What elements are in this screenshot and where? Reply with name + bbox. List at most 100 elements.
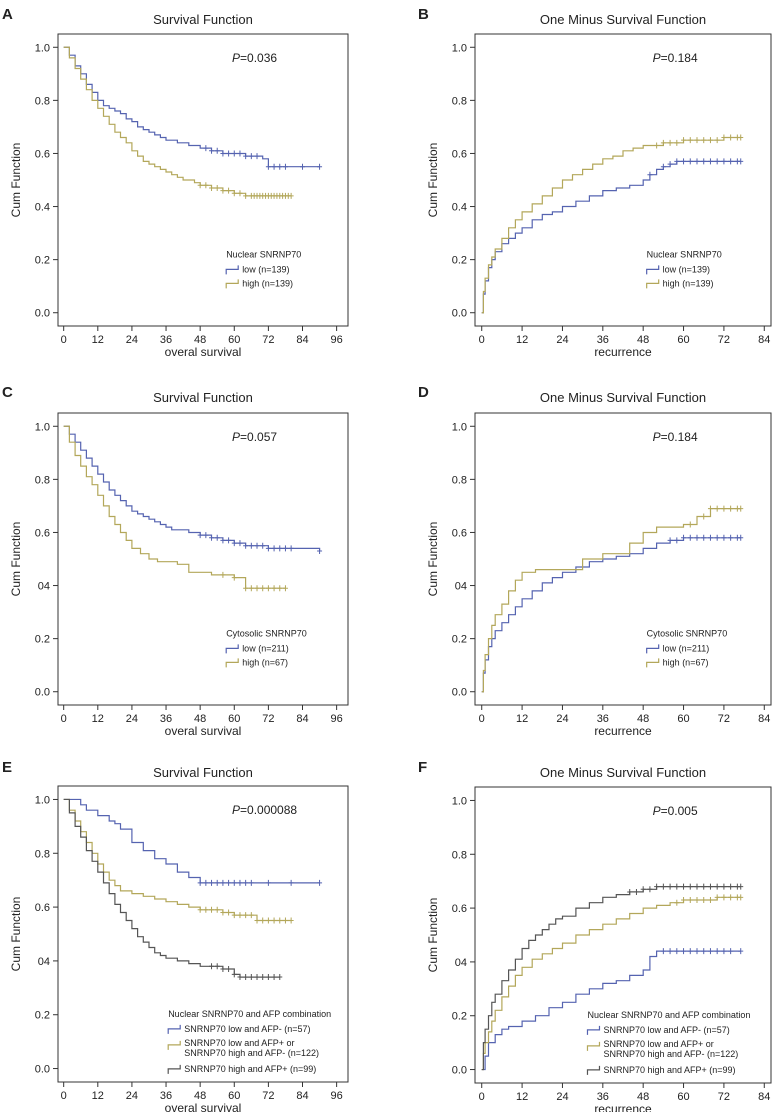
legend-symbol <box>225 658 239 668</box>
x-tick-label: 24 <box>126 713 138 725</box>
censor-mark <box>248 879 254 886</box>
p-value: P=0.184 <box>653 430 698 444</box>
y-tick-label: 1.0 <box>452 421 467 433</box>
y-axis-label: Cum Function <box>9 143 23 218</box>
censor-mark <box>231 190 237 197</box>
x-tick-label: 60 <box>228 713 240 725</box>
censor-mark <box>220 879 226 886</box>
censor-mark <box>220 909 226 916</box>
y-tick-label: 1.0 <box>35 42 50 54</box>
legend-label: high (n=139) <box>242 278 293 288</box>
x-tick-label: 96 <box>331 1090 343 1102</box>
x-axis-label: overal survival <box>165 345 242 359</box>
censor-mark <box>277 917 283 924</box>
p-value-number: =0.005 <box>661 804 698 818</box>
p-value-number: =0.036 <box>240 51 277 65</box>
x-tick-label: 72 <box>262 713 274 725</box>
y-tick-label: 04 <box>38 581 50 593</box>
x-tick-label: 0 <box>479 713 485 725</box>
censor-mark <box>738 948 744 955</box>
panel-letter: D <box>418 384 429 401</box>
censor-mark <box>674 158 680 165</box>
censor-mark <box>701 137 707 144</box>
censor-mark <box>674 537 680 544</box>
x-axis-label: overal survival <box>165 1101 242 1112</box>
x-tick-label: 24 <box>556 334 568 346</box>
x-tick-label: 36 <box>160 713 172 725</box>
y-tick-label: 0.2 <box>35 255 50 267</box>
censor-mark <box>209 534 215 541</box>
y-tick-label: 0.0 <box>35 308 50 320</box>
censor-mark <box>687 897 693 904</box>
censor-mark <box>254 974 260 981</box>
y-tick-label: 0.6 <box>452 903 467 915</box>
censor-mark <box>220 571 226 578</box>
x-tick-label: 48 <box>637 334 649 346</box>
x-tick-label: 60 <box>677 1091 689 1103</box>
x-tick-label: 48 <box>637 1091 649 1103</box>
x-tick-label: 72 <box>718 1091 730 1103</box>
censor-mark <box>738 534 744 541</box>
censor-mark <box>687 137 693 144</box>
censor-mark <box>714 158 720 165</box>
x-tick-label: 12 <box>92 713 104 725</box>
censor-mark <box>214 534 220 541</box>
censor-mark <box>231 879 237 886</box>
censor-mark <box>728 505 734 512</box>
censor-mark <box>243 974 249 981</box>
censor-mark <box>701 513 707 520</box>
plot-frame <box>57 33 349 327</box>
x-tick-label: 60 <box>228 1090 240 1102</box>
censor-mark <box>738 134 744 141</box>
y-tick-label: 0.6 <box>35 527 50 539</box>
panel-c: C Survival Function 0.0 0.2 04 0.6 0.8 1.0 0 12 24… <box>2 384 349 738</box>
censor-mark <box>214 184 220 191</box>
censor-mark <box>243 585 249 592</box>
censor-mark <box>248 912 254 919</box>
legend-title: Nuclear SNRNP70 <box>647 249 722 259</box>
censor-mark <box>707 158 713 165</box>
legend-title: Nuclear SNRNP70 <box>226 249 301 259</box>
censor-mark <box>226 879 232 886</box>
censor-mark <box>728 534 734 541</box>
censor-mark <box>654 142 660 149</box>
x-tick-label: 60 <box>677 334 689 346</box>
censor-mark <box>707 534 713 541</box>
censor-mark <box>701 883 707 890</box>
censor-mark <box>674 139 680 146</box>
legend-symbol <box>167 1040 181 1050</box>
y-tick-label: 0.8 <box>35 848 50 860</box>
legend-symbol <box>646 658 660 668</box>
x-tick-label: 12 <box>516 1091 528 1103</box>
censor-mark <box>260 974 266 981</box>
legend-symbol <box>167 1064 181 1074</box>
censor-mark <box>728 948 734 955</box>
chart-title: One Minus Survival Function <box>540 12 706 27</box>
censor-mark <box>738 505 744 512</box>
censor-mark <box>214 147 220 154</box>
y-tick-label: 1.0 <box>35 794 50 806</box>
legend-title: Cytosolic SNRNP70 <box>647 628 728 638</box>
censor-mark <box>728 883 734 890</box>
x-tick-label: 12 <box>92 334 104 346</box>
x-tick-label: 0 <box>479 1091 485 1103</box>
censor-mark <box>271 917 277 924</box>
p-value: P=0.000088 <box>232 803 297 817</box>
y-axis-label: Cum Function <box>426 522 440 597</box>
censor-mark <box>203 879 209 886</box>
censor-mark <box>209 963 215 970</box>
y-tick-label: 0.6 <box>35 902 50 914</box>
censor-mark <box>721 505 727 512</box>
censor-mark <box>714 505 720 512</box>
x-tick-label: 36 <box>597 713 609 725</box>
legend-symbol <box>646 279 660 289</box>
censor-mark <box>214 906 220 913</box>
y-tick-label: 0.0 <box>35 1064 50 1076</box>
censor-mark <box>667 948 673 955</box>
x-tick-label: 0 <box>61 334 67 346</box>
censor-mark <box>209 147 215 154</box>
censor-mark <box>317 163 323 170</box>
x-tick-label: 84 <box>296 334 308 346</box>
panel-letter: C <box>2 384 13 401</box>
